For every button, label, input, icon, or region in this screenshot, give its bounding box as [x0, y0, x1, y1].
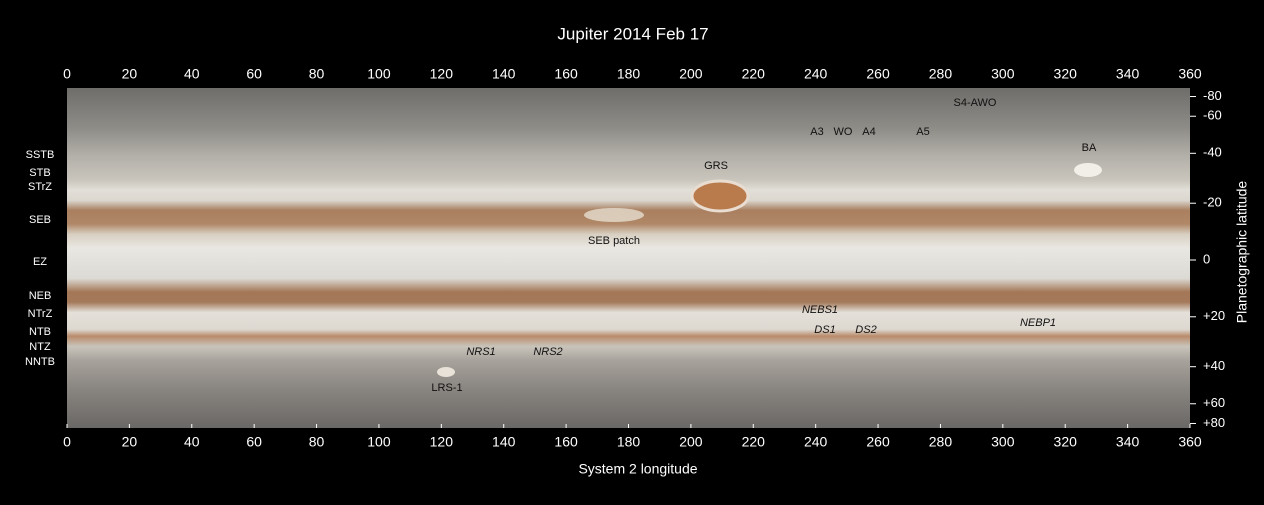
x-tick-label: 200: [679, 434, 703, 450]
x-tick-label: 20: [122, 434, 138, 450]
x-tick-label: 360: [1178, 434, 1202, 450]
title: Jupiter 2014 Feb 17: [557, 24, 708, 43]
belt-label: STrZ: [28, 181, 52, 193]
x-tick-label: 40: [184, 66, 200, 82]
feature-label: LRS-1: [431, 382, 462, 394]
y-tick-label: +20: [1203, 308, 1225, 323]
oval-ba: [1074, 163, 1102, 177]
x-tick-label: 180: [617, 434, 641, 450]
belt-label: EZ: [33, 256, 47, 268]
belt-label: NNTB: [25, 356, 55, 368]
belt-label: NEB: [29, 290, 52, 302]
x-tick-label: 340: [1116, 434, 1140, 450]
feature-label: DS1: [814, 324, 835, 336]
y-tick-label: -40: [1203, 145, 1222, 160]
x-tick-label: 100: [367, 66, 391, 82]
x-tick-label: 160: [554, 434, 578, 450]
y-tick-label: -60: [1203, 108, 1222, 123]
feature-label: A5: [916, 126, 929, 138]
feature-label: WO: [834, 126, 853, 138]
x-tick-label: 60: [246, 434, 262, 450]
x-tick-label: 340: [1116, 66, 1140, 82]
y-tick-label: 0: [1203, 251, 1210, 266]
feature-label: NRS2: [533, 346, 562, 358]
belt-label: NTrZ: [28, 308, 53, 320]
feature-label: GRS: [704, 160, 728, 172]
map-figure: Jupiter 2014 Feb 17 System 2 longitude P…: [0, 0, 1264, 505]
x-tick-label: 120: [430, 434, 454, 450]
feature-label: NEBP1: [1020, 317, 1056, 329]
x-tick-label: 260: [866, 66, 890, 82]
x-tick-label: 200: [679, 66, 703, 82]
feature-label: NEBS1: [802, 304, 838, 316]
feature-label: A3: [810, 126, 823, 138]
x-tick-label: 60: [246, 66, 262, 82]
x-tick-label: 280: [929, 434, 953, 450]
y-tick-label: +40: [1203, 358, 1225, 373]
x-tick-label: 320: [1054, 434, 1078, 450]
x-tick-label: 220: [742, 66, 766, 82]
x-tick-label: 120: [430, 66, 454, 82]
x-axis-label: System 2 longitude: [578, 461, 697, 477]
x-tick-label: 300: [991, 66, 1015, 82]
lrs-spot: [437, 367, 455, 377]
y-tick-label: +80: [1203, 415, 1225, 430]
belt-label: NTB: [29, 326, 51, 338]
x-tick-label: 80: [309, 434, 325, 450]
x-tick-label: 240: [804, 66, 828, 82]
great-red-spot: [692, 181, 748, 211]
x-tick-label: 140: [492, 66, 516, 82]
x-tick-label: 300: [991, 434, 1015, 450]
feature-label: SEB patch: [588, 235, 640, 247]
x-tick-label: 100: [367, 434, 391, 450]
x-tick-label: 180: [617, 66, 641, 82]
x-tick-label: 140: [492, 434, 516, 450]
x-tick-label: 220: [742, 434, 766, 450]
planet-map: [67, 88, 1190, 428]
x-tick-label: 280: [929, 66, 953, 82]
feature-label: DS2: [855, 324, 876, 336]
x-tick-label: 20: [122, 66, 138, 82]
feature-label: S4-AWO: [954, 97, 997, 109]
belt-label: SEB: [29, 214, 51, 226]
x-tick-label: 40: [184, 434, 200, 450]
feature-label: BA: [1082, 142, 1097, 154]
belt-label: SSTB: [26, 149, 55, 161]
x-tick-label: 360: [1178, 66, 1202, 82]
belt-label: STB: [29, 167, 50, 179]
x-tick-label: 80: [309, 66, 325, 82]
x-tick-label: 0: [63, 66, 71, 82]
belt-label: NTZ: [29, 341, 51, 353]
y-axis-label: Planetographic latitude: [1234, 181, 1250, 324]
x-tick-label: 0: [63, 434, 71, 450]
feature-label: NRS1: [466, 346, 495, 358]
y-tick-label: +60: [1203, 395, 1225, 410]
feature-label: A4: [862, 126, 875, 138]
x-tick-label: 320: [1054, 66, 1078, 82]
seb-patch: [584, 208, 644, 222]
x-tick-label: 160: [554, 66, 578, 82]
x-tick-label: 240: [804, 434, 828, 450]
y-tick-label: -20: [1203, 195, 1222, 210]
x-tick-label: 260: [866, 434, 890, 450]
y-tick-label: -80: [1203, 88, 1222, 103]
